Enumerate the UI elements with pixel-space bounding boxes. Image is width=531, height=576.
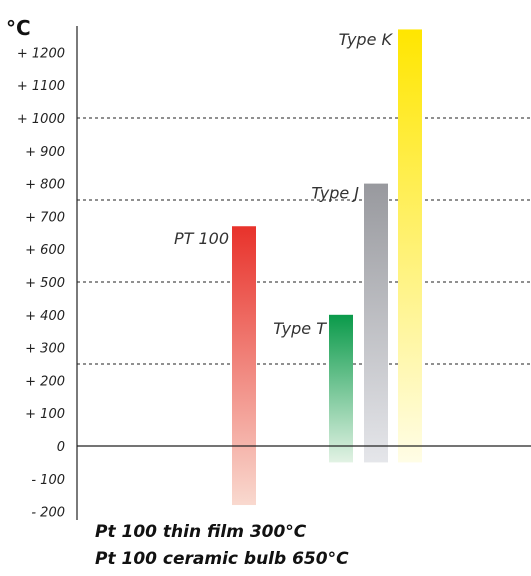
y-tick-label: + 600	[25, 243, 65, 258]
y-tick-label: + 1200	[17, 46, 65, 61]
y-tick-label: + 500	[25, 276, 65, 291]
y-tick-label: - 200	[31, 506, 65, 521]
bars	[232, 29, 422, 506]
y-tick-label: + 900	[25, 145, 65, 160]
y-tick-label: - 100	[31, 473, 65, 488]
y-tick-label: + 200	[25, 374, 65, 389]
y-tick-label: 0	[57, 440, 65, 455]
reference-lines	[77, 117, 531, 365]
bar-label-pt-100: PT 100	[174, 229, 229, 248]
bar-pt-100	[232, 226, 256, 506]
bar-labels: PT 100 Type T Type J Type K	[174, 30, 394, 338]
caption-ceramic-bulb: Pt 100 ceramic bulb 650°C	[95, 549, 349, 569]
y-tick-label: + 400	[25, 309, 65, 324]
y-tick-label: + 300	[25, 342, 65, 357]
unit-label: °C	[6, 16, 31, 40]
y-tick-label: + 800	[25, 178, 65, 193]
bar-label-type-k: Type K	[339, 30, 394, 49]
bar-label-type-j: Type J	[311, 184, 359, 203]
y-tick-label: + 700	[25, 210, 65, 225]
y-tick-label: + 100	[25, 407, 65, 422]
bar-label-type-t: Type T	[273, 319, 327, 338]
bar-type-j	[364, 183, 388, 463]
y-tick-label: + 1000	[17, 112, 65, 127]
caption-thin-film: Pt 100 thin film 300°C	[95, 522, 307, 542]
y-tick-labels: + 1200+ 1100+ 1000+ 900+ 800+ 700+ 600+ …	[17, 46, 65, 520]
y-tick-label: + 1100	[17, 79, 65, 94]
bar-type-t	[329, 314, 353, 463]
bar-type-k	[398, 29, 422, 463]
